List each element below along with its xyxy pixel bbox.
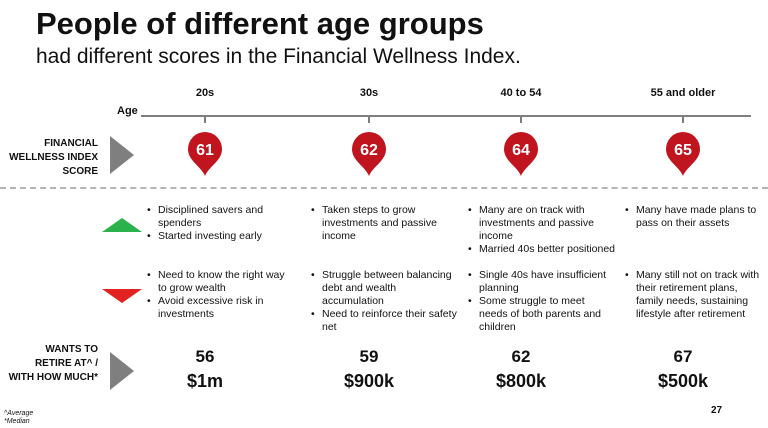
- age-tick: [204, 115, 206, 123]
- map-pin-icon: [188, 132, 222, 176]
- map-pin-icon: [504, 132, 538, 176]
- positive-item: Started investing early: [145, 230, 295, 243]
- negatives-30s: Struggle between balancing debt and weal…: [309, 269, 459, 334]
- negative-item: Single 40s have insufficient planning: [466, 269, 616, 295]
- map-pin-icon: [352, 132, 386, 176]
- retire-age-40-to-54: 62: [511, 347, 531, 366]
- retire-amount-55-and-older: $500k: [657, 371, 709, 391]
- negative-item: Need to reinforce their safety net: [309, 308, 459, 334]
- negative-item: Many still not on track with their retir…: [623, 269, 765, 321]
- age-group-40-to-54: 40 to 54: [500, 87, 542, 99]
- triangle-up-icon: [102, 218, 142, 232]
- retire-amount-30s: $900k: [343, 371, 395, 391]
- age-timeline: [141, 115, 751, 117]
- age-group-20s: 20s: [195, 87, 215, 99]
- score-value: 64: [512, 142, 530, 159]
- retire-row-label: WANTS TO RETIRE AT^ / WITH HOW MUCH*: [8, 344, 98, 383]
- retire-amount-20s: $1m: [186, 371, 224, 391]
- negative-item: Struggle between balancing debt and weal…: [309, 269, 459, 308]
- age-tick: [520, 115, 522, 123]
- retire-age-55-and-older: 67: [673, 347, 693, 366]
- positive-item: Disciplined savers and spenders: [145, 204, 295, 230]
- score-value: 65: [674, 142, 692, 159]
- footnote-average: ^Average: [4, 410, 34, 417]
- age-group-30s: 30s: [359, 87, 379, 99]
- score-row-label: FINANCIAL WELLNESS INDEX SCORE: [9, 138, 98, 177]
- negatives-40-to-54: Single 40s have insufficient planning So…: [466, 269, 616, 334]
- slide-title: People of different age groups: [36, 6, 484, 41]
- age-group-55-and-older: 55 and older: [650, 87, 716, 99]
- positives-55-and-older: Many have made plans to pass on their as…: [623, 204, 765, 230]
- slide-subtitle: had different scores in the Financial We…: [36, 45, 521, 68]
- page-number: 27: [711, 405, 723, 416]
- score-pin-55-and-older: 65: [664, 131, 702, 177]
- score-value: 61: [196, 142, 214, 159]
- score-value: 62: [360, 142, 378, 159]
- retire-age-30s: 59: [359, 347, 379, 366]
- score-pin-30s: 62: [350, 131, 388, 177]
- positive-item: Many have made plans to pass on their as…: [623, 204, 765, 230]
- negatives-20s: Need to know the right way to grow wealt…: [145, 269, 295, 321]
- positives-30s: Taken steps to grow investments and pass…: [309, 204, 459, 243]
- triangle-down-icon: [102, 289, 142, 303]
- age-tick: [682, 115, 684, 123]
- positive-item: Married 40s better positioned: [466, 243, 616, 256]
- age-tick: [368, 115, 370, 123]
- map-pin-icon: [666, 132, 700, 176]
- negative-item: Need to know the right way to grow wealt…: [145, 269, 295, 295]
- positive-item: Taken steps to grow investments and pass…: [309, 204, 459, 243]
- negatives-55-and-older: Many still not on track with their retir…: [623, 269, 765, 321]
- score-pin-40-to-54: 64: [502, 131, 540, 177]
- negative-item: Some struggle to meet needs of both pare…: [466, 295, 616, 334]
- footnote-median: *Median: [4, 418, 30, 425]
- retire-amount-40-to-54: $800k: [495, 371, 547, 391]
- positives-20s: Disciplined savers and spenders Started …: [145, 204, 295, 243]
- retire-arrow-icon: [110, 352, 134, 390]
- age-axis-label: Age: [117, 105, 138, 117]
- negative-item: Avoid excessive risk in investments: [145, 295, 295, 321]
- section-divider: [0, 187, 768, 189]
- score-arrow-icon: [110, 136, 134, 174]
- score-pin-20s: 61: [186, 131, 224, 177]
- positive-item: Many are on track with investments and p…: [466, 204, 616, 243]
- positives-40-to-54: Many are on track with investments and p…: [466, 204, 616, 256]
- retire-age-20s: 56: [195, 347, 215, 366]
